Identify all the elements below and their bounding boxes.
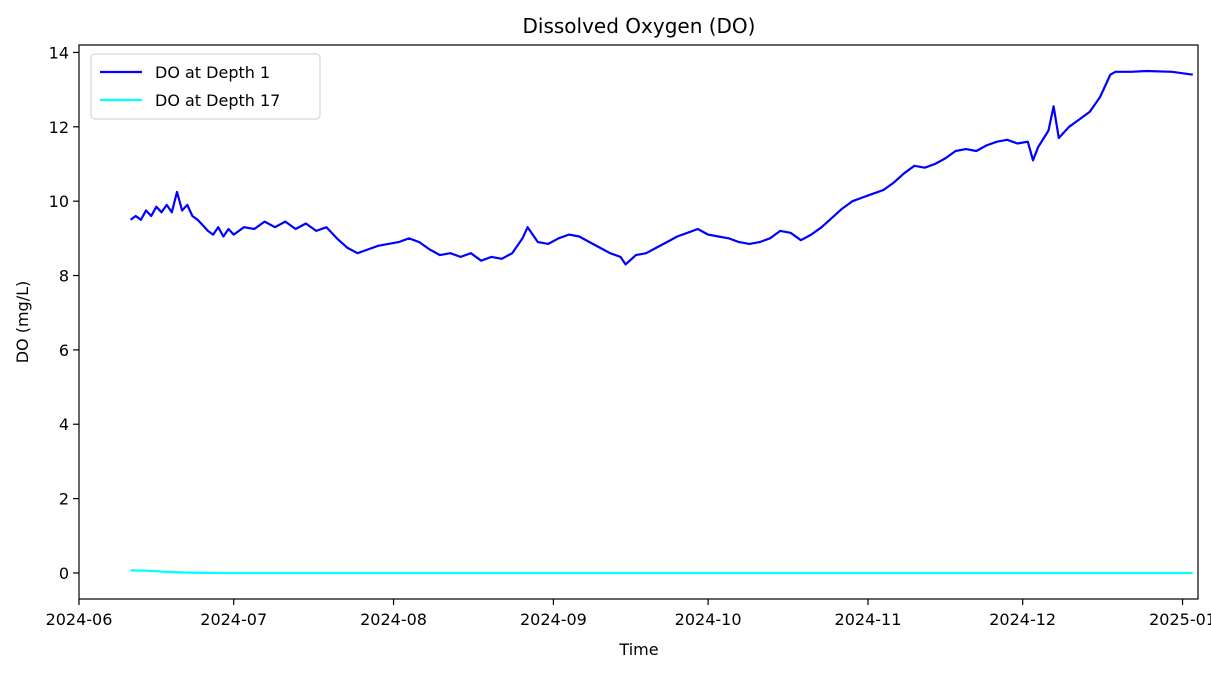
y-tick-label: 4 [59,415,69,434]
y-tick-label: 6 [59,341,69,360]
y-tick-label: 14 [49,43,69,62]
y-tick-label: 10 [49,192,69,211]
x-tick-label: 2024-12 [989,610,1056,629]
y-tick-label: 2 [59,490,69,509]
legend: DO at Depth 1 DO at Depth 17 [90,53,321,120]
x-tick-label: 2024-10 [675,610,742,629]
y-tick-label: 12 [49,118,69,137]
series-line-1 [129,69,1193,266]
series-line-2 [130,569,1193,575]
x-tick-label: 2025-01 [1149,610,1211,629]
y-tick-label: 8 [59,267,69,286]
x-tick-label: 2024-07 [200,610,267,629]
x-tick-label: 2024-11 [835,610,902,629]
chart-title: Dissolved Oxygen (DO) [523,14,756,38]
legend-entry-label: DO at Depth 1 [155,63,270,82]
y-axis-label: DO (mg/L) [13,281,32,364]
legend-entry-label: DO at Depth 17 [155,91,280,110]
x-tick-label: 2024-06 [46,610,113,629]
y-tick-label: 0 [59,564,69,583]
plot-area: 2024-06 2024-07 2024-08 2024-09 2024-10 2024-… [46,43,1211,629]
x-tick-label: 2024-08 [360,610,427,629]
x-tick-label: 2024-09 [520,610,587,629]
legend-box [90,53,321,120]
x-axis-label: Time [618,640,658,659]
plot-frame [78,44,1199,600]
